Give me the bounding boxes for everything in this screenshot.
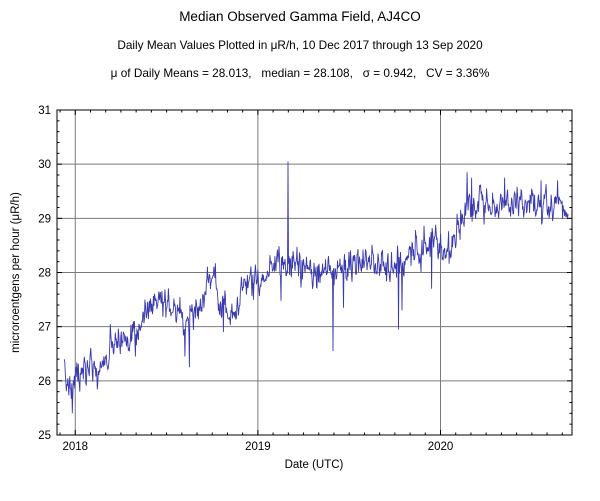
y-tick-label: 30	[38, 159, 51, 171]
chart-title: Median Observed Gamma Field, AJ4CO	[179, 9, 421, 24]
chart-stats-line: μ of Daily Means = 28.013, median = 28.1…	[111, 66, 490, 80]
y-tick-label: 29	[38, 213, 51, 225]
data-series-line	[63, 161, 569, 414]
y-tick-label: 26	[38, 376, 51, 388]
x-tick-label: 2018	[62, 441, 88, 453]
tick-labels: 2018 2019 2020 25 26 27 28 29 30 31	[38, 105, 453, 453]
x-tick-label: 2020	[428, 441, 454, 453]
plot-frame	[56, 109, 573, 436]
y-tick-label: 27	[38, 322, 51, 334]
chart-subtitle: Daily Mean Values Plotted in μR/h, 10 De…	[117, 38, 483, 52]
y-tick-label: 28	[38, 268, 51, 280]
y-tick-label: 31	[38, 105, 51, 117]
y-axis-label: microroentgens per hour (μR/h)	[10, 192, 22, 353]
x-axis-label: Date (UTC)	[285, 459, 344, 471]
y-tick-label: 25	[38, 430, 51, 442]
x-tick-label: 2019	[245, 441, 271, 453]
